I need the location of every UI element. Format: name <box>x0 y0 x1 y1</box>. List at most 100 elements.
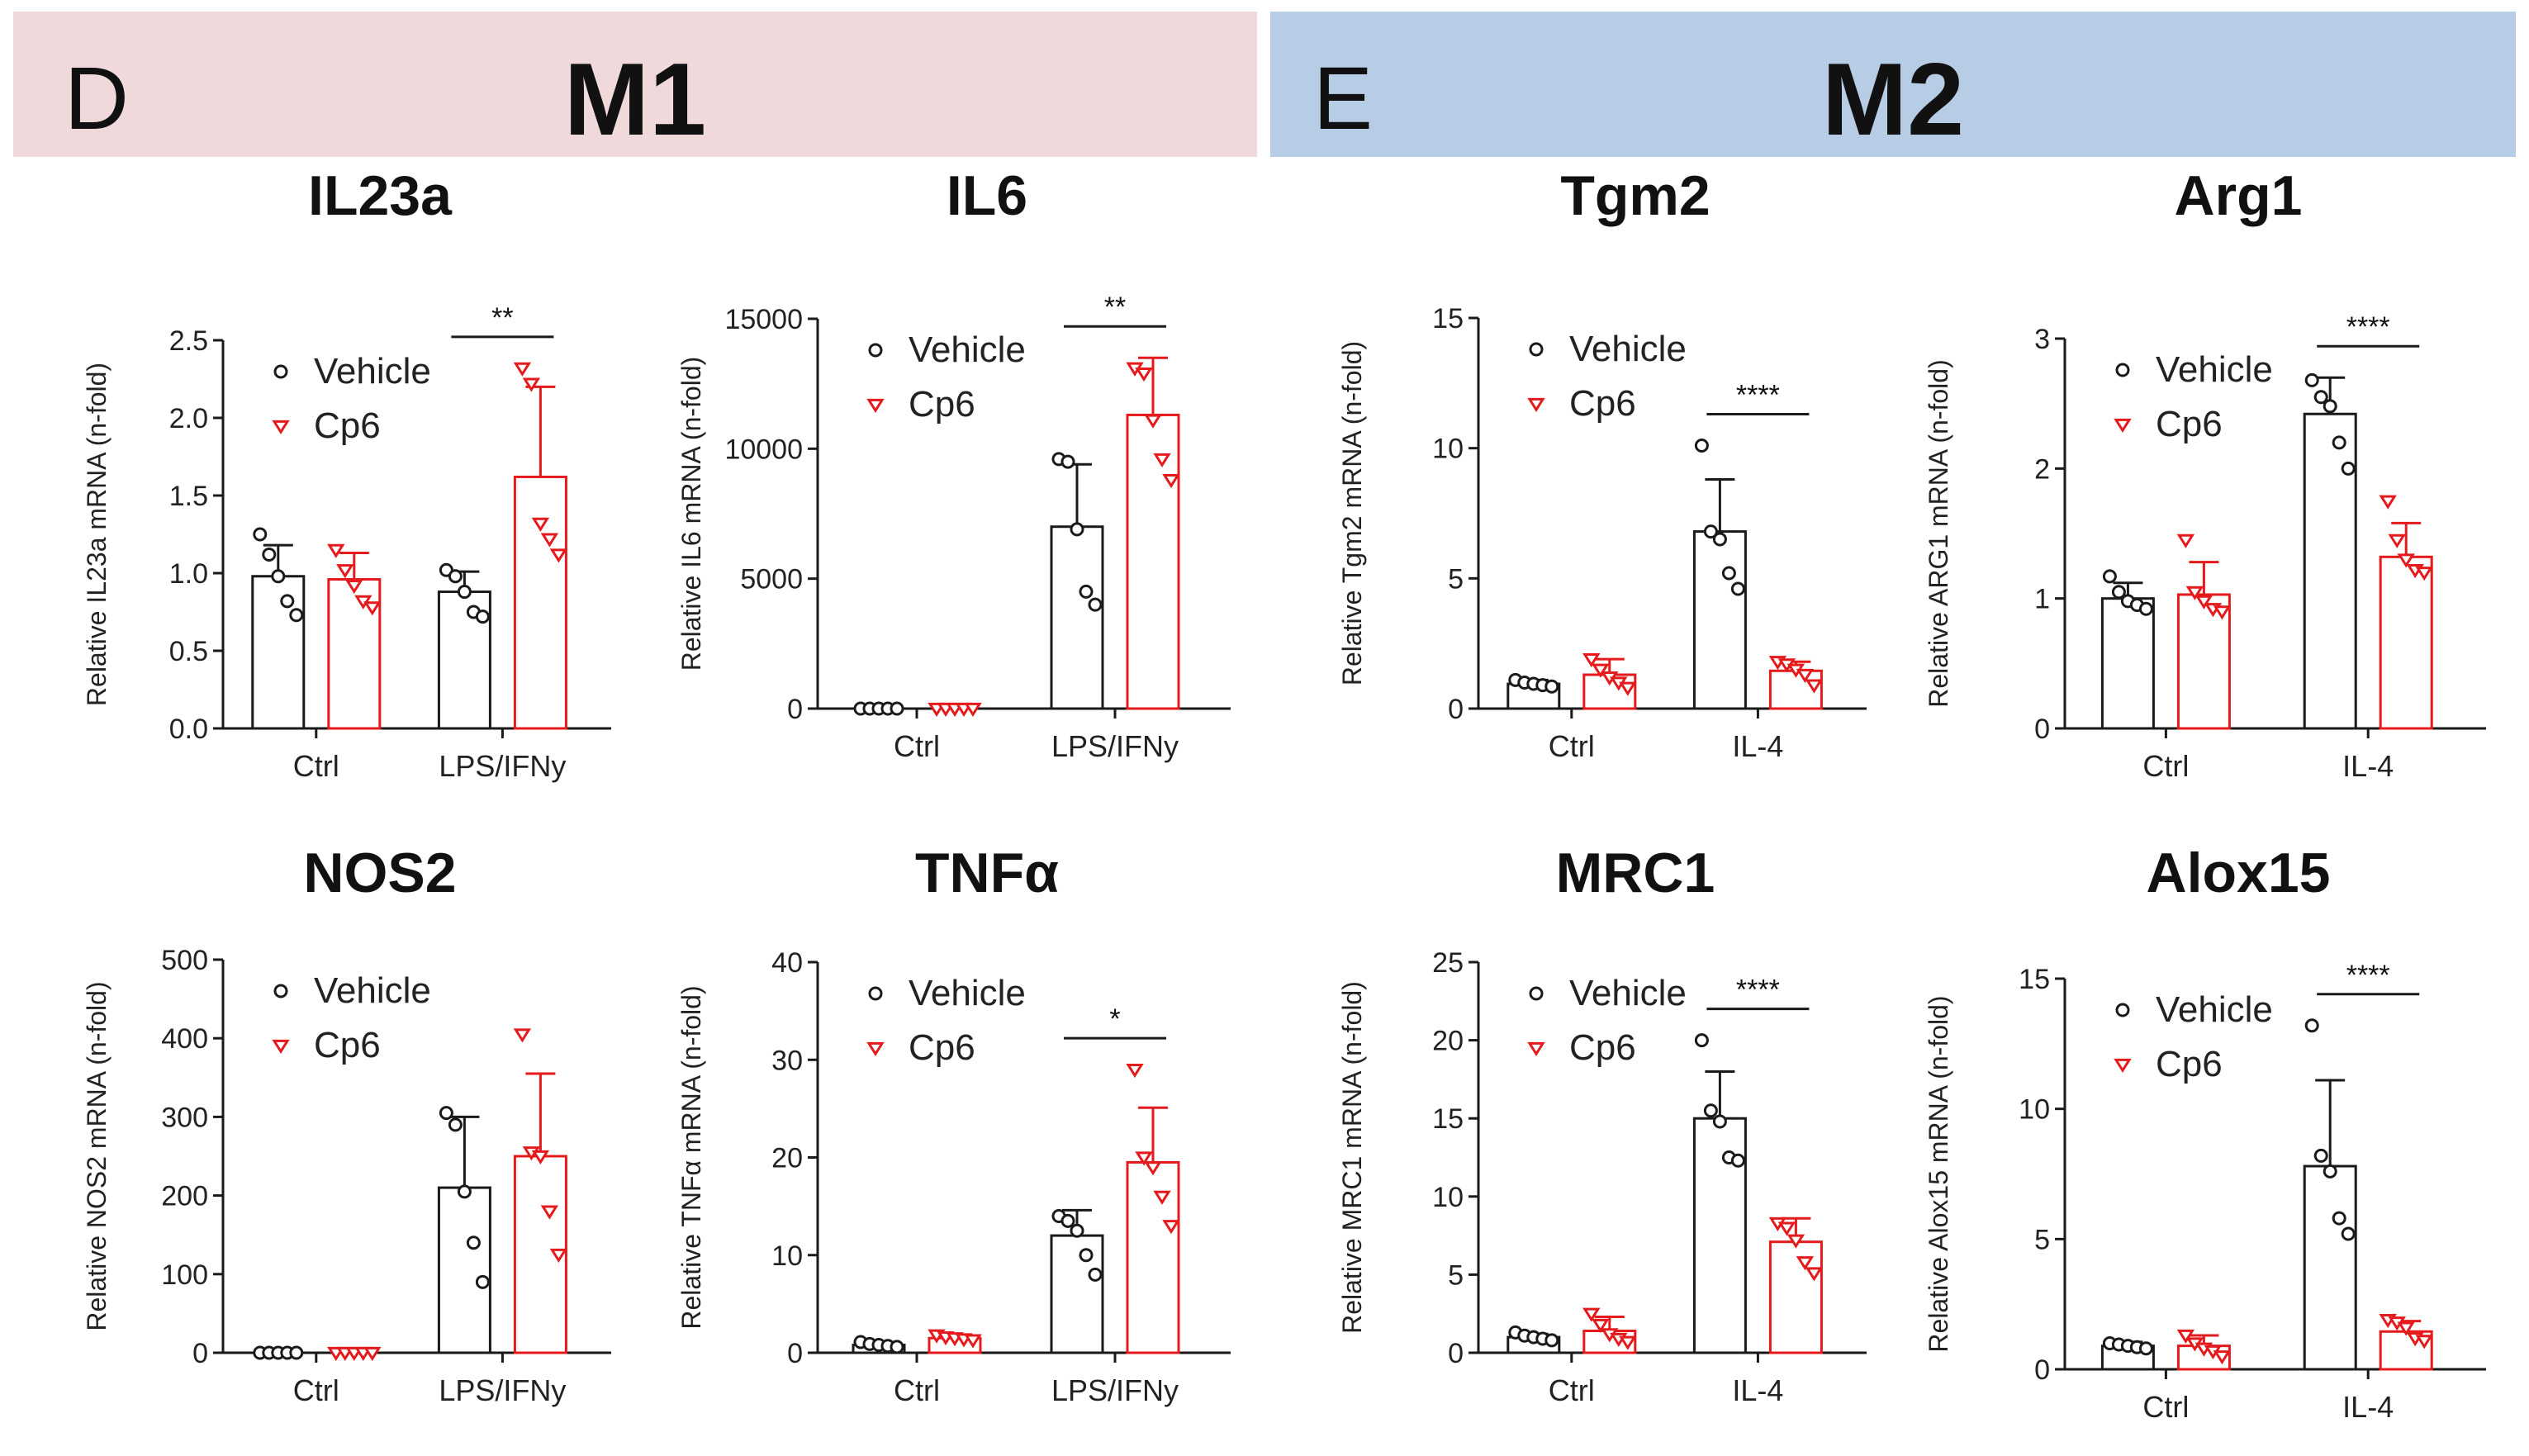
vehicle-point <box>2323 399 2337 414</box>
cp6-point <box>1619 1335 1637 1350</box>
x-tick-label: Ctrl <box>1549 1373 1595 1407</box>
vehicle-bar <box>1692 1117 1747 1354</box>
vehicle-point <box>2138 1341 2153 1356</box>
cp6-point <box>1805 679 1824 694</box>
panel-letter-d: D <box>64 48 129 148</box>
cp6-point <box>363 601 382 616</box>
y-tick-label: 25 <box>1432 947 1464 979</box>
vehicle-point <box>457 1184 472 1199</box>
y-tick-label: 20 <box>1432 1026 1464 1057</box>
vehicle-bar <box>1050 1234 1104 1354</box>
legend-cp6-marker <box>272 420 290 435</box>
chart-tnfa: TNFα Relative TNFα mRNA (n-fold) 0 10 20 30 40… <box>676 842 1231 1407</box>
cp6-point <box>2194 595 2213 609</box>
vehicle-point <box>1703 524 1718 539</box>
vehicle-point <box>1730 581 1745 596</box>
legend-vehicle-marker <box>1529 342 1544 357</box>
legend-vehicle-label: Vehicle <box>2156 349 2273 390</box>
vehicle-point <box>253 527 268 542</box>
vehicle-point <box>1712 1114 1727 1129</box>
cp6-point <box>336 564 354 579</box>
x-tick-label: LPS/IFNy <box>1051 729 1179 763</box>
y-tick-label: 100 <box>161 1259 208 1291</box>
cp6-bar <box>1126 1160 1180 1354</box>
x-tick-label: IL-4 <box>1732 1373 1783 1407</box>
vehicle-point <box>448 569 463 584</box>
legend-cp6-label: Cp6 <box>1569 1027 1636 1068</box>
chart-alox15: Alox15 Relative Alox15 mRNA (n-fold) 0 5 10 1… <box>1924 842 2486 1424</box>
x-tick-label: Ctrl <box>2142 1390 2189 1424</box>
chart-title: Arg1 <box>2175 164 2303 227</box>
legend-vehicle-marker <box>868 343 883 358</box>
cp6-point <box>513 1028 532 1043</box>
y-tick-label: 1.0 <box>169 558 208 590</box>
y-tick-label: 10 <box>2019 1094 2050 1126</box>
cp6-point <box>2213 605 2232 620</box>
vehicle-point <box>1544 679 1559 694</box>
vehicle-point <box>1060 1213 1075 1228</box>
cp6-bar <box>1126 413 1180 710</box>
vehicle-point <box>1730 1153 1745 1168</box>
y-axis-label: Relative IL6 mRNA (n-fold) <box>676 357 706 671</box>
cp6-point <box>1162 473 1180 489</box>
legend-cp6-label: Cp6 <box>1569 383 1636 424</box>
vehicle-point <box>271 569 286 584</box>
vehicle-point <box>280 594 295 609</box>
legend-vehicle-label: Vehicle <box>314 351 431 391</box>
vehicle-bar <box>437 1186 491 1354</box>
cp6-point <box>2379 495 2397 510</box>
vehicle-point <box>1712 532 1727 547</box>
cp6-point <box>540 533 559 548</box>
vehicle-point <box>1060 454 1075 469</box>
cp6-point <box>1786 1234 1805 1249</box>
cp6-point <box>1153 453 1171 467</box>
significance-stars: **** <box>1736 975 1780 1006</box>
y-tick-label: 15 <box>1432 1103 1464 1135</box>
y-tick-label: 200 <box>161 1181 208 1212</box>
y-tick-label: 3 <box>2034 324 2050 355</box>
vehicle-point <box>1694 1033 1709 1048</box>
y-tick-label: 0 <box>192 1338 208 1369</box>
significance-stars: **** <box>1736 380 1780 411</box>
chart-title: NOS2 <box>303 842 456 904</box>
y-tick-label: 10 <box>1432 434 1464 465</box>
vehicle-point <box>475 1274 490 1289</box>
vehicle-point <box>2332 1211 2346 1226</box>
legend-cp6-label: Cp6 <box>314 405 381 446</box>
cp6-point <box>513 362 532 377</box>
cp6-point <box>964 1334 982 1349</box>
y-axis-label: Relative IL23a mRNA (n-fold) <box>82 363 112 706</box>
cp6-point <box>1126 1063 1144 1079</box>
legend-vehicle-marker <box>273 364 288 379</box>
x-tick-label: Ctrl <box>293 1373 339 1407</box>
vehicle-bar <box>2100 597 2155 730</box>
y-tick-label: 15 <box>1432 303 1464 334</box>
x-tick-label: IL-4 <box>1732 729 1783 763</box>
cp6-point <box>363 1346 382 1362</box>
chart-arg1: Arg1 Relative ARG1 mRNA (n-fold) 0 1 2 3 Ctrl I… <box>1924 164 2486 783</box>
vehicle-point <box>289 1345 304 1360</box>
chart-title: Alox15 <box>2147 842 2331 904</box>
legend-cp6-marker <box>1527 1041 1545 1057</box>
legend-vehicle-marker <box>273 984 288 998</box>
vehicle-point <box>2102 569 2117 584</box>
cp6-point <box>2397 553 2415 568</box>
y-tick-label: 0 <box>1448 1338 1464 1369</box>
y-axis-label: Relative NOS2 mRNA (n-fold) <box>82 981 112 1330</box>
cp6-point <box>522 377 541 392</box>
cp6-point <box>1153 1190 1171 1205</box>
vehicle-point <box>2341 461 2356 476</box>
vehicle-bar <box>2303 412 2357 730</box>
y-tick-label: 20 <box>771 1143 803 1174</box>
cp6-point <box>531 1150 550 1165</box>
vehicle-point <box>890 1340 904 1354</box>
vehicle-point <box>2138 601 2153 616</box>
cp6-point <box>2415 1335 2433 1349</box>
cp6-point <box>327 543 345 558</box>
cp6-point <box>1582 1307 1601 1322</box>
cp6-point <box>1796 668 1815 684</box>
vehicle-point <box>439 562 453 577</box>
x-tick-label: IL-4 <box>2342 1390 2394 1424</box>
cp6-point <box>2176 1329 2195 1345</box>
legend-vehicle-marker <box>2115 1003 2130 1017</box>
